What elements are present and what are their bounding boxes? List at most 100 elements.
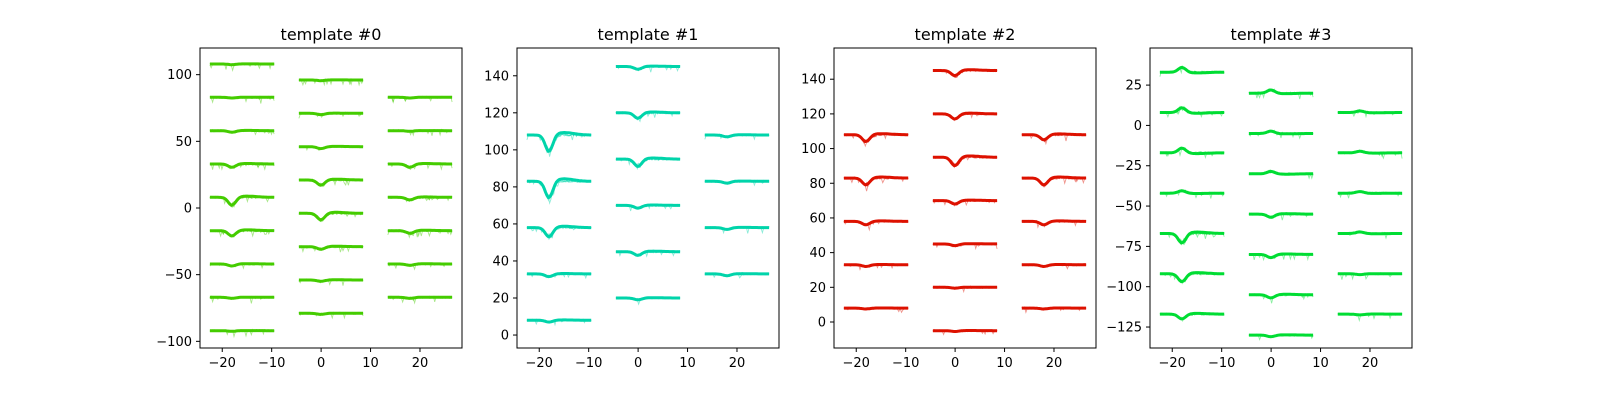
trace-mean-0-3 [1159,189,1225,195]
y-tick-label: 0 [501,329,509,344]
trace-mean-2-5 [1337,312,1403,317]
trace-mean-2-4 [387,228,453,235]
y-tick-label: 80 [809,177,826,192]
y-tick-label: 0 [184,202,192,217]
trace-mean-1-0 [615,64,681,71]
trace-sample [526,179,592,205]
trace-mean-0-3 [843,263,909,268]
y-tick-label: 0 [818,315,826,330]
trace-sample [526,133,592,157]
y-tick-label: 60 [809,211,826,226]
trace-mean-2-3 [1021,263,1087,268]
trace-mean-1-6 [932,329,998,333]
axes-frame [833,47,1097,349]
chart-title: template #1 [598,25,699,44]
y-tick-label: −125 [1106,321,1142,336]
y-tick-label: 60 [492,217,509,232]
y-tick-label: −100 [156,335,192,350]
chart-panel-2: template #2 −20 −10 0 10 20 0 20 40 60 80 100 120 140 [801,25,1097,371]
x-tick-label: 0 [951,356,959,371]
trace-mean-2-4 [1021,306,1087,311]
y-tick-label: 40 [809,246,826,261]
x-tick-label: 20 [729,356,746,371]
x-tick-label: −20 [843,356,870,371]
trace-mean-2-1 [387,129,453,133]
y-tick-label: 0 [1134,119,1142,134]
trace-mean-0-0 [209,62,275,67]
trace-mean-2-1 [1337,149,1403,155]
x-tick-label: −20 [526,356,553,371]
y-tick-label: −25 [1115,159,1142,174]
x-tick-label: 10 [1312,356,1329,371]
trace-mean-0-1 [209,95,275,100]
x-tick-label: −10 [1208,356,1235,371]
trace-mean-2-1 [1021,175,1087,187]
trace-mean-2-0 [387,95,453,100]
trace-mean-0-4 [526,318,592,324]
trace-mean-1-2 [1248,169,1314,176]
trace-mean-1-4 [932,242,998,248]
trace-mean-1-1 [1248,129,1314,136]
y-tick-label: 20 [492,292,509,307]
trace-mean-0-7 [209,295,275,300]
trace-mean-0-8 [209,329,275,333]
trace-mean-0-2 [209,128,275,134]
trace-mean-1-4 [615,249,681,257]
y-tick-label: −50 [165,268,192,283]
axes-frame [1149,47,1413,349]
y-tick-label: −75 [1115,240,1142,255]
trace-mean-2-2 [1021,219,1087,227]
y-tick-label: 80 [492,180,509,195]
trace-mean-2-3 [1337,230,1403,236]
trace-mean-0-2 [526,224,592,239]
axes-frame [199,47,463,349]
trace-mean-0-0 [1159,66,1225,75]
y-tick-label: −100 [1106,280,1142,295]
chart-title: template #2 [915,25,1016,44]
trace-mean-0-2 [1159,146,1225,156]
trace-mean-0-4 [209,194,275,207]
trace-mean-0-3 [209,162,275,169]
y-tick-label: 140 [484,69,509,84]
y-tick-label: 140 [801,73,826,88]
trace-mean-1-7 [298,311,364,316]
trace-mean-1-5 [615,296,681,302]
trace-mean-0-2 [843,219,909,227]
y-tick-label: 20 [809,281,826,296]
trace-mean-2-3 [704,272,770,278]
trace-mean-2-1 [704,179,770,185]
x-tick-label: −10 [575,356,602,371]
x-tick-label: −10 [892,356,919,371]
trace-sample [526,133,592,154]
x-tick-label: 20 [412,356,429,371]
trace-mean-1-3 [298,177,364,187]
trace-mean-0-1 [1159,106,1225,115]
trace-mean-1-6 [298,278,364,283]
y-tick-label: 25 [1125,79,1142,94]
trace-mean-2-2 [1337,190,1403,195]
y-tick-label: 100 [484,143,509,158]
trace-mean-0-6 [209,262,275,268]
x-tick-label: 20 [1046,356,1063,371]
trace-mean-0-0 [843,132,909,143]
trace-mean-0-1 [526,177,592,200]
trace-mean-1-5 [298,244,364,251]
y-tick-label: 40 [492,254,509,269]
trace-mean-0-3 [526,272,592,279]
chart-title: template #3 [1231,25,1332,44]
y-tick-label: 120 [801,107,826,122]
x-tick-label: −20 [209,356,236,371]
x-tick-label: 0 [634,356,642,371]
trace-mean-1-4 [1248,252,1314,260]
y-tick-label: 50 [175,135,192,150]
y-tick-label: −50 [1115,200,1142,215]
trace-mean-2-5 [387,262,453,267]
trace-mean-0-0 [526,131,592,153]
x-tick-label: 10 [679,356,696,371]
trace-mean-2-6 [387,295,453,300]
x-tick-label: 0 [317,356,325,371]
y-tick-label: 100 [801,142,826,157]
trace-mean-1-6 [1248,333,1314,339]
